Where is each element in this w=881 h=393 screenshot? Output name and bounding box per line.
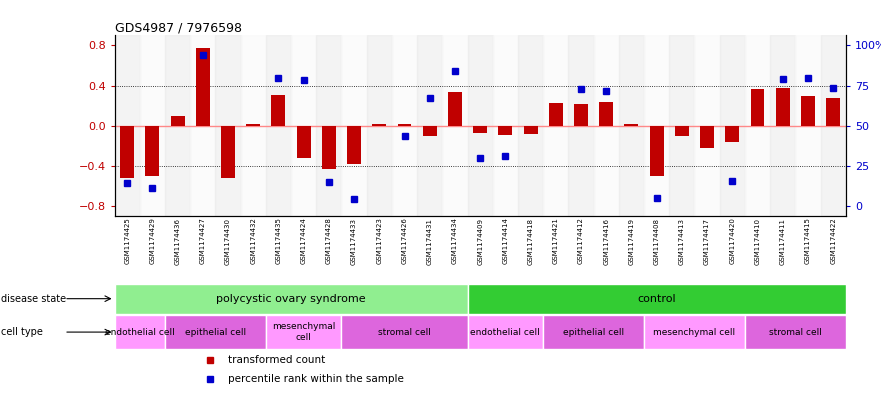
Bar <box>423 126 437 136</box>
Bar <box>745 35 770 216</box>
Bar <box>544 315 644 349</box>
Bar <box>165 35 190 216</box>
Bar <box>625 124 639 126</box>
Bar <box>468 35 492 216</box>
Bar <box>397 124 411 126</box>
Bar <box>694 35 720 216</box>
Bar <box>574 104 588 126</box>
Bar <box>468 315 544 349</box>
Bar <box>499 126 512 135</box>
Bar <box>826 97 840 126</box>
Bar <box>770 35 796 216</box>
Bar <box>599 102 613 126</box>
Bar <box>342 315 468 349</box>
Bar <box>745 315 846 349</box>
Bar <box>221 126 235 178</box>
Bar <box>215 35 241 216</box>
Text: endothelial cell: endothelial cell <box>470 328 540 336</box>
Text: cell type: cell type <box>1 327 43 337</box>
Text: transformed count: transformed count <box>228 354 325 365</box>
Text: GDS4987 / 7976598: GDS4987 / 7976598 <box>115 21 241 34</box>
Bar <box>266 35 291 216</box>
Text: polycystic ovary syndrome: polycystic ovary syndrome <box>216 294 366 304</box>
Bar <box>291 35 316 216</box>
Bar <box>190 35 215 216</box>
Text: epithelial cell: epithelial cell <box>185 328 246 336</box>
Text: epithelial cell: epithelial cell <box>563 328 624 336</box>
Bar <box>241 35 266 216</box>
Bar <box>801 95 815 126</box>
Bar <box>644 315 745 349</box>
Bar <box>776 88 789 126</box>
Bar <box>392 35 417 216</box>
Bar <box>725 126 739 142</box>
Bar <box>720 35 745 216</box>
Text: mesenchymal
cell: mesenchymal cell <box>272 322 336 342</box>
Text: mesenchymal cell: mesenchymal cell <box>654 328 736 336</box>
Text: endothelial cell: endothelial cell <box>105 328 174 336</box>
Bar <box>523 126 537 134</box>
Bar <box>670 35 694 216</box>
Bar <box>820 35 846 216</box>
Bar <box>751 88 765 126</box>
Bar <box>342 35 366 216</box>
Bar <box>347 126 361 164</box>
Bar <box>796 35 820 216</box>
Bar <box>271 95 285 126</box>
Bar <box>492 35 518 216</box>
Bar <box>549 103 563 126</box>
Bar <box>518 35 544 216</box>
Bar <box>165 315 266 349</box>
Text: stromal cell: stromal cell <box>769 328 822 336</box>
Text: stromal cell: stromal cell <box>378 328 431 336</box>
Text: control: control <box>637 294 676 304</box>
Bar <box>171 116 184 126</box>
Bar <box>247 124 260 126</box>
Bar <box>140 35 165 216</box>
Bar <box>115 315 165 349</box>
Bar <box>316 35 342 216</box>
Bar <box>322 126 336 169</box>
Bar <box>366 35 392 216</box>
Bar <box>373 124 386 126</box>
Bar <box>594 35 618 216</box>
Bar <box>700 126 714 148</box>
Bar <box>115 35 140 216</box>
Bar <box>417 35 442 216</box>
Bar <box>473 126 487 133</box>
Bar <box>644 35 670 216</box>
Bar <box>649 126 663 176</box>
Bar <box>442 35 468 216</box>
Bar <box>544 35 568 216</box>
Bar <box>145 126 159 176</box>
Bar <box>568 35 594 216</box>
Text: percentile rank within the sample: percentile rank within the sample <box>228 374 403 384</box>
Bar <box>297 126 311 158</box>
Bar <box>196 48 210 126</box>
Bar <box>120 126 134 178</box>
Bar <box>266 315 342 349</box>
Bar <box>468 284 846 314</box>
Bar <box>675 126 689 136</box>
Bar <box>448 92 462 126</box>
Bar <box>115 284 468 314</box>
Text: disease state: disease state <box>1 294 66 304</box>
Bar <box>618 35 644 216</box>
